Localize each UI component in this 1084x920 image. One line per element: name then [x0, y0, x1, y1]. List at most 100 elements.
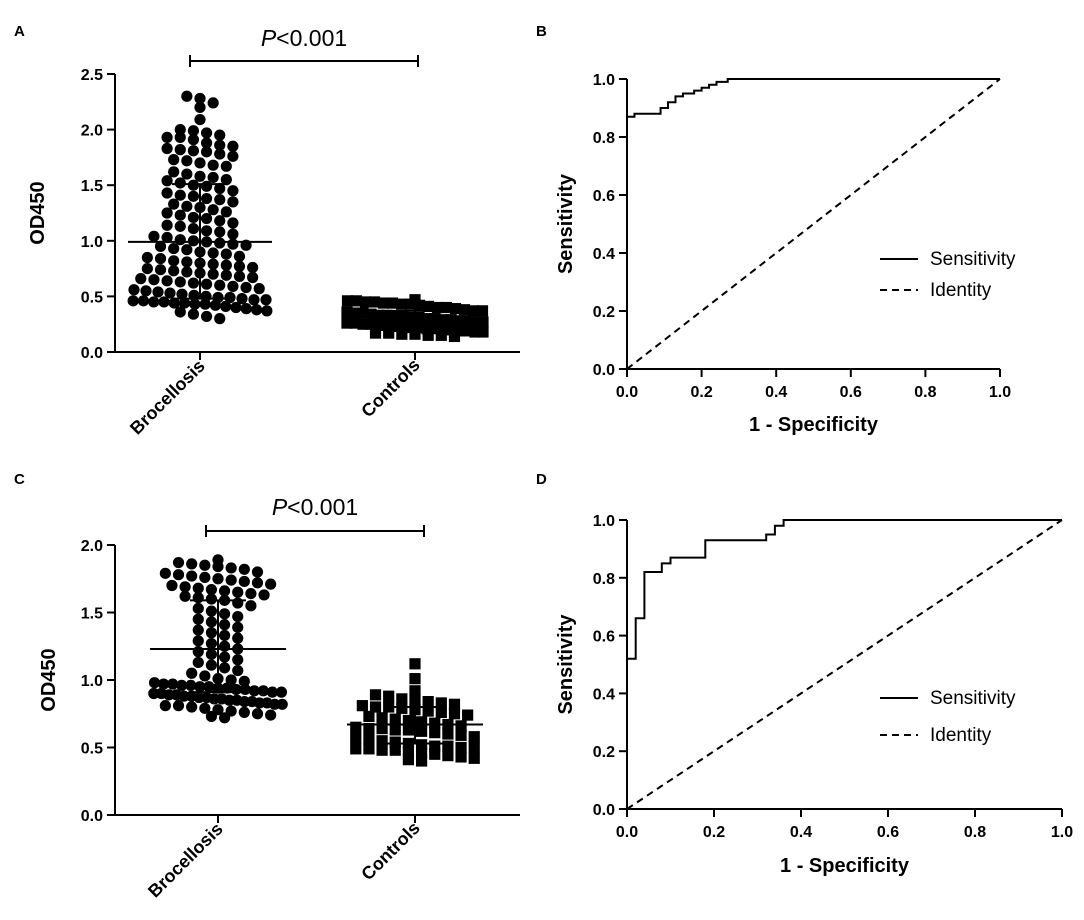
data-point: [207, 204, 219, 216]
data-point: [413, 311, 425, 324]
y-tick-label: 0.0: [593, 362, 615, 379]
data-point: [227, 196, 239, 208]
data-point: [214, 215, 226, 227]
data-point: [429, 748, 441, 760]
y-tick-label: 0.0: [81, 345, 103, 362]
data-point: [238, 706, 250, 719]
data-point: [174, 220, 186, 232]
data-point: [159, 567, 171, 579]
data-point: [422, 705, 434, 717]
data-point: [248, 294, 260, 306]
y-axis-title: OD450: [27, 181, 49, 244]
data-point: [179, 590, 191, 602]
identity-line: [626, 519, 1063, 810]
data-point: [247, 261, 259, 274]
data-point: [181, 90, 193, 102]
data-point: [220, 174, 232, 186]
data-point: [207, 268, 219, 280]
data-point: [238, 563, 250, 575]
y-tick-label: 1.0: [593, 72, 615, 89]
data-point: [167, 678, 179, 690]
y-tick-label: 1.5: [81, 178, 103, 195]
data-point: [218, 585, 231, 597]
legend-label: Sensitivity: [930, 249, 1016, 270]
data-point: [389, 744, 401, 756]
data-point: [174, 189, 186, 201]
y-tick-label: 1.0: [81, 673, 103, 690]
data-point: [218, 712, 231, 724]
data-point: [174, 131, 186, 143]
data-point: [199, 559, 211, 571]
data-point: [415, 725, 428, 737]
data-point: [200, 137, 213, 149]
data-point: [445, 324, 457, 336]
panel-a: A 0.0 0.5 1.0 1.5 2.0 2.5 OD450 Brocellosis Contr…: [14, 23, 520, 438]
data-point: [232, 610, 244, 623]
x-axis-title: 1 - Specificity: [780, 855, 910, 877]
data-point: [468, 731, 480, 743]
data-point: [357, 318, 369, 330]
data-point: [220, 248, 232, 260]
data-point: [168, 255, 180, 267]
data-point: [435, 329, 447, 341]
data-point: [200, 192, 213, 205]
data-point: [232, 621, 244, 633]
category-label: Controls: [357, 818, 423, 884]
data-point: [172, 556, 185, 569]
legend-label: Identity: [930, 725, 992, 746]
data-point: [192, 592, 204, 604]
data-point: [248, 685, 260, 697]
data-point: [205, 659, 218, 671]
data-point: [431, 301, 444, 314]
data-point: [127, 295, 139, 307]
data-point: [214, 194, 226, 206]
data-point: [383, 327, 395, 339]
data-point: [214, 148, 226, 160]
data-point: [141, 251, 153, 264]
data-point: [200, 146, 213, 158]
data-point: [409, 685, 421, 697]
data-point: [148, 230, 160, 242]
data-point: [187, 222, 200, 235]
data-point: [453, 315, 465, 327]
data-point: [207, 97, 219, 109]
data-point: [227, 185, 239, 197]
sig-value: <0.001: [276, 25, 347, 51]
data-point: [212, 561, 224, 573]
data-point: [468, 741, 480, 754]
x-tick-label: 0.8: [964, 824, 986, 841]
data-point: [469, 326, 481, 338]
data-point: [161, 142, 173, 155]
y-tick-label: 0.5: [81, 741, 103, 758]
data-point: [220, 269, 232, 281]
y-tick-label: 0.8: [593, 571, 615, 588]
data-point: [152, 286, 164, 298]
sig-p: P: [272, 494, 288, 520]
data-point: [189, 298, 201, 310]
x-axis-title: 1 - Specificity: [749, 414, 879, 436]
data-point: [161, 275, 173, 287]
data-point: [402, 714, 415, 727]
data-point: [174, 306, 186, 318]
data-point: [164, 287, 176, 299]
data-point: [429, 313, 441, 325]
data-point: [221, 682, 233, 694]
data-point: [429, 740, 441, 752]
data-point: [194, 681, 206, 693]
data-point: [442, 740, 454, 752]
data-point: [386, 297, 399, 309]
data-point: [363, 710, 375, 723]
data-point: [357, 307, 369, 319]
data-point: [200, 310, 213, 323]
data-point: [214, 182, 226, 195]
x-tick-label: 0.0: [616, 824, 638, 841]
data-point: [365, 308, 377, 320]
y-tick-label: 2.5: [81, 67, 103, 84]
data-point: [194, 113, 206, 126]
sensitivity-line: [626, 519, 1062, 809]
data-point: [205, 710, 218, 723]
panel-b: B 0.0 0.2 0.4 0.6 0.8 1.0 0.0 0.2 0.4 0.6 0.8 1.0 1 -…: [536, 23, 1016, 436]
data-point: [218, 640, 231, 652]
y-tick-label: 0.4: [593, 686, 615, 703]
data-point: [275, 686, 288, 698]
